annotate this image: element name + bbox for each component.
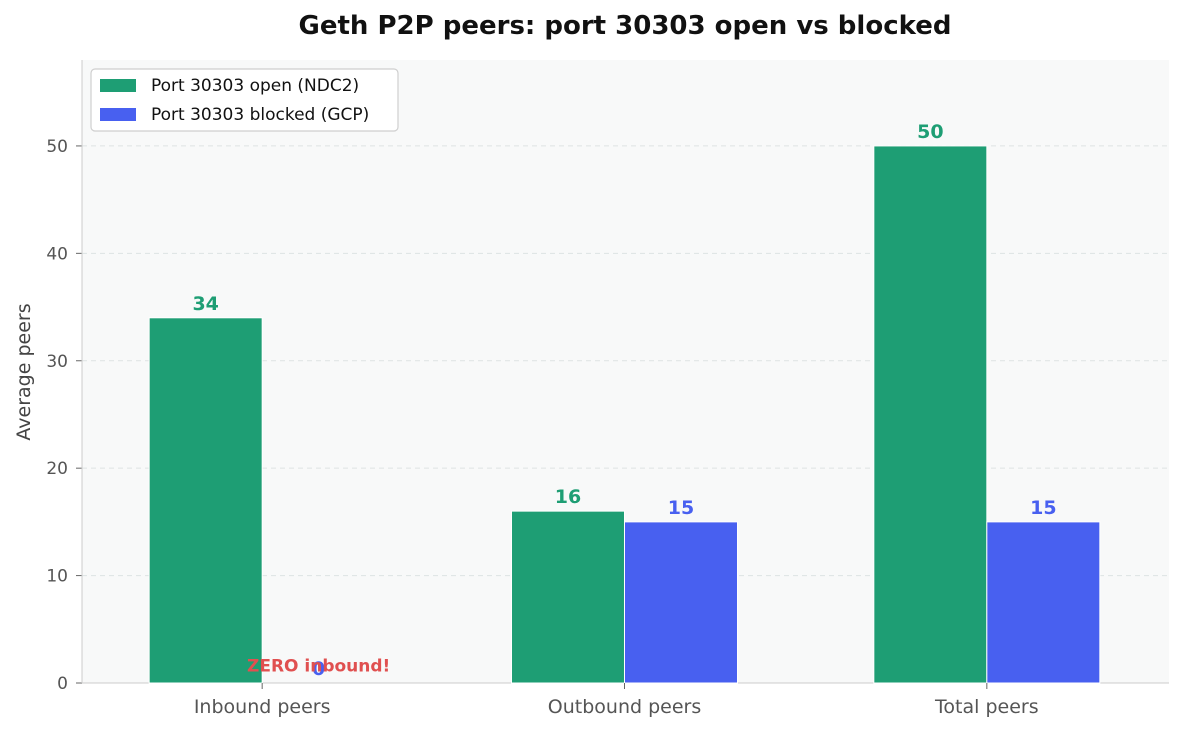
y-tick-label: 40 xyxy=(46,244,68,264)
legend-label: Port 30303 open (NDC2) xyxy=(151,76,359,96)
bar-value-label: 15 xyxy=(668,497,694,519)
y-tick-label: 50 xyxy=(46,137,68,157)
bar-value-label: 0 xyxy=(312,658,325,680)
legend-label: Port 30303 blocked (GCP) xyxy=(151,105,369,125)
zero-inbound-annotation: ZERO inbound! xyxy=(247,657,390,677)
legend-swatch xyxy=(100,108,136,121)
x-tick-label: Outbound peers xyxy=(548,696,701,718)
bar-value-label: 15 xyxy=(1030,497,1056,519)
x-tick-label: Total peers xyxy=(934,696,1039,718)
bar-blocked xyxy=(624,521,738,684)
legend-box xyxy=(90,68,399,132)
y-tick-label: 20 xyxy=(46,459,68,479)
bar-open xyxy=(873,145,988,684)
y-tick-label: 30 xyxy=(46,352,68,372)
y-tick-label: 0 xyxy=(57,674,68,694)
y-axis-label: Average peers xyxy=(13,303,35,440)
legend-swatch xyxy=(100,79,136,92)
bar-value-label: 34 xyxy=(192,293,218,315)
bar-open xyxy=(511,510,625,684)
bar-blocked xyxy=(986,521,1101,684)
bar-open xyxy=(148,317,263,684)
chart-title: Geth P2P peers: port 30303 open vs block… xyxy=(299,11,952,41)
x-tick-label: Inbound peers xyxy=(194,696,331,718)
bar-value-label: 16 xyxy=(555,486,581,508)
bar-value-label: 50 xyxy=(917,121,943,143)
y-tick-label: 10 xyxy=(46,567,68,587)
